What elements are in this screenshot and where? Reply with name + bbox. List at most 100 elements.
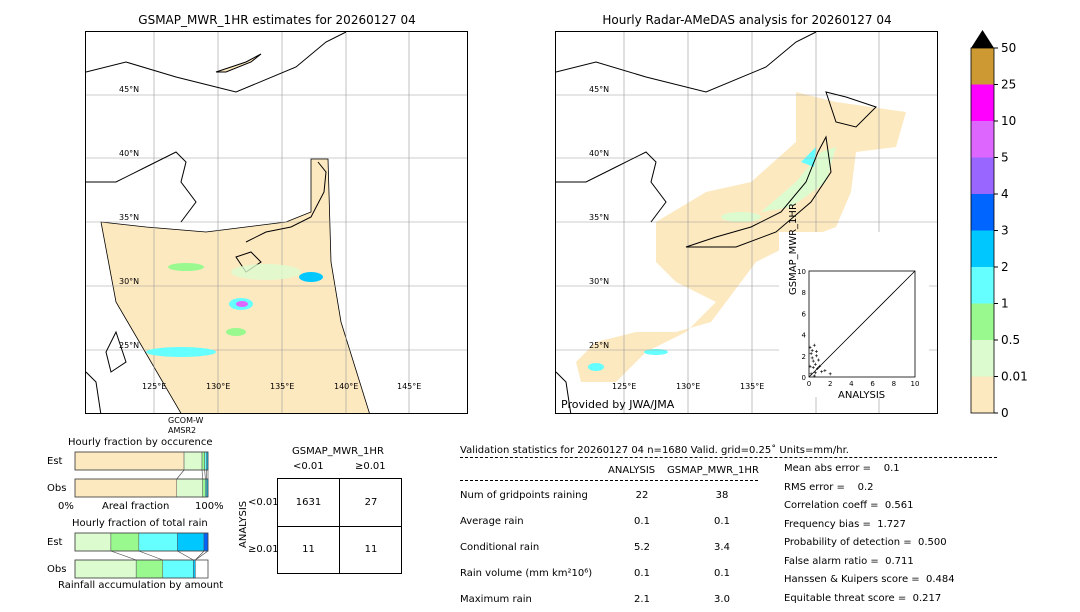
diagonal-line <box>808 270 916 378</box>
score-line: Mean abs error = 0.1 <box>784 463 900 474</box>
score-line: Correlation coeff = 0.561 <box>784 500 914 511</box>
stat-gsmap: 0.1 <box>714 568 730 579</box>
x-label: Rainfall accumulation by amount <box>58 580 224 591</box>
stat-label: Conditional rain <box>460 542 540 553</box>
scatter-inset: 00 2 2 4 4 6 6 8 8 10 10 <box>797 268 920 388</box>
colorbar-tick-label: 4 <box>1001 187 1009 201</box>
scatter-point <box>823 369 827 373</box>
stat-label: Maximum rain <box>460 594 532 605</box>
x-tick-label: 10 <box>911 380 920 388</box>
stat-analysis: 22 <box>635 490 649 501</box>
lat-label: 30°N <box>119 277 140 286</box>
row-label-obs: Obs <box>47 564 67 575</box>
x-tick-label: 4 <box>849 380 854 388</box>
colorbar-tick-label: 50 <box>1001 41 1016 55</box>
lon-label: 125°E <box>612 382 637 391</box>
left-map: 45°N 40°N 35°N 30°N 25°N 125°E 130°E 135… <box>85 31 468 414</box>
scatter-point <box>811 365 815 369</box>
lon-label: 130°E <box>676 382 701 391</box>
x-tick-label: 0 <box>807 380 811 388</box>
colorbar-segment <box>971 48 994 85</box>
connector-line <box>177 550 194 561</box>
col-header-gsmap: GSMAP_MWR_1HR <box>667 465 759 476</box>
colorbar-tick-label: 1 <box>1001 297 1009 311</box>
y-tick-label: 10 <box>797 268 806 276</box>
scatter-point <box>808 345 812 349</box>
scatter-point <box>814 354 818 358</box>
scatter-point <box>810 356 814 360</box>
colorbar-segment <box>971 121 994 158</box>
validation-header: Validation statistics for 20260127 04 n=… <box>460 445 849 456</box>
bar-segment <box>176 478 203 498</box>
stat-label: Num of gridpoints raining <box>460 490 588 501</box>
lat-label: 45°N <box>589 85 610 94</box>
colorbar-tick-label: 3 <box>1001 224 1009 238</box>
scatter-point <box>828 372 832 376</box>
bar-frame <box>74 559 209 579</box>
lon-label: 145°E <box>397 382 422 391</box>
colorbar-tick-label: 5 <box>1001 151 1009 165</box>
colorbar-segment <box>971 303 994 340</box>
scatter-point <box>809 372 813 376</box>
bar-segment <box>201 451 205 471</box>
bar-segment <box>138 532 178 552</box>
scatter-point <box>810 349 814 352</box>
bar-frame <box>74 532 209 552</box>
bar-frame <box>74 478 209 498</box>
scatter-point <box>809 352 813 356</box>
colorbar-segment <box>971 194 994 231</box>
scatter-point <box>812 374 816 378</box>
colorbar-segment <box>971 376 994 413</box>
bar-segment <box>202 478 206 498</box>
lon-label: 140°E <box>334 382 359 391</box>
contingency-title: GSMAP_MWR_1HR <box>292 446 384 457</box>
stat-analysis: 5.2 <box>634 542 650 553</box>
colorbar-tick-label: 10 <box>1001 114 1016 128</box>
colorbar-tick-label: 0.5 <box>1001 333 1020 347</box>
lat-label: 40°N <box>119 149 140 158</box>
divider <box>460 457 997 458</box>
connector-line <box>204 469 206 480</box>
stat-gsmap: 3.4 <box>714 542 730 553</box>
colorbar-tick-label: 0.01 <box>1001 370 1028 384</box>
sensor-label: GCOM-W <box>168 416 204 425</box>
colorbar-tick-label: 0 <box>1001 406 1009 420</box>
scatter-point <box>814 350 818 354</box>
connector-line <box>201 469 203 480</box>
lat-label: 45°N <box>119 85 140 94</box>
y-tick-label: 2 <box>802 353 806 361</box>
cell-hit-none: 1631 <box>295 497 322 508</box>
connector-line <box>176 469 185 480</box>
scatter-point <box>812 343 816 347</box>
lat-label: 40°N <box>589 149 610 158</box>
row-label-obs: Obs <box>47 483 67 494</box>
row-label: <0.01 <box>248 497 279 508</box>
stat-analysis: 2.1 <box>634 594 650 605</box>
right-map: 45°N 40°N 35°N 30°N 25°N 125°E 130°E 135… <box>555 31 938 414</box>
bar-segment <box>74 532 112 552</box>
analysis-rain <box>588 147 836 371</box>
row-label-est: Est <box>47 456 63 467</box>
lat-label: 35°N <box>589 213 610 222</box>
col-label: <0.01 <box>293 461 324 472</box>
graticule <box>86 32 467 413</box>
right-map-title: Hourly Radar-AMeDAS analysis for 2026012… <box>602 13 892 27</box>
bar-segment <box>135 559 164 579</box>
score-line: RMS error = 0.2 <box>784 481 874 493</box>
cell-miss: 11 <box>302 544 315 555</box>
scatter-point <box>813 371 817 375</box>
scatter-point <box>811 359 815 363</box>
bar-segment <box>110 532 140 552</box>
connector-line <box>195 550 205 561</box>
contingency-table: 1631 27 11 11 <box>277 478 402 574</box>
stat-gsmap: 38 <box>715 490 729 501</box>
x-tick-label: 2 <box>828 380 832 388</box>
connector-line <box>138 550 163 561</box>
occurrence-title: Hourly fraction by occurence <box>68 437 213 448</box>
bar-segment <box>183 451 203 471</box>
scatter-point <box>820 370 824 374</box>
bar-segment <box>74 451 185 471</box>
